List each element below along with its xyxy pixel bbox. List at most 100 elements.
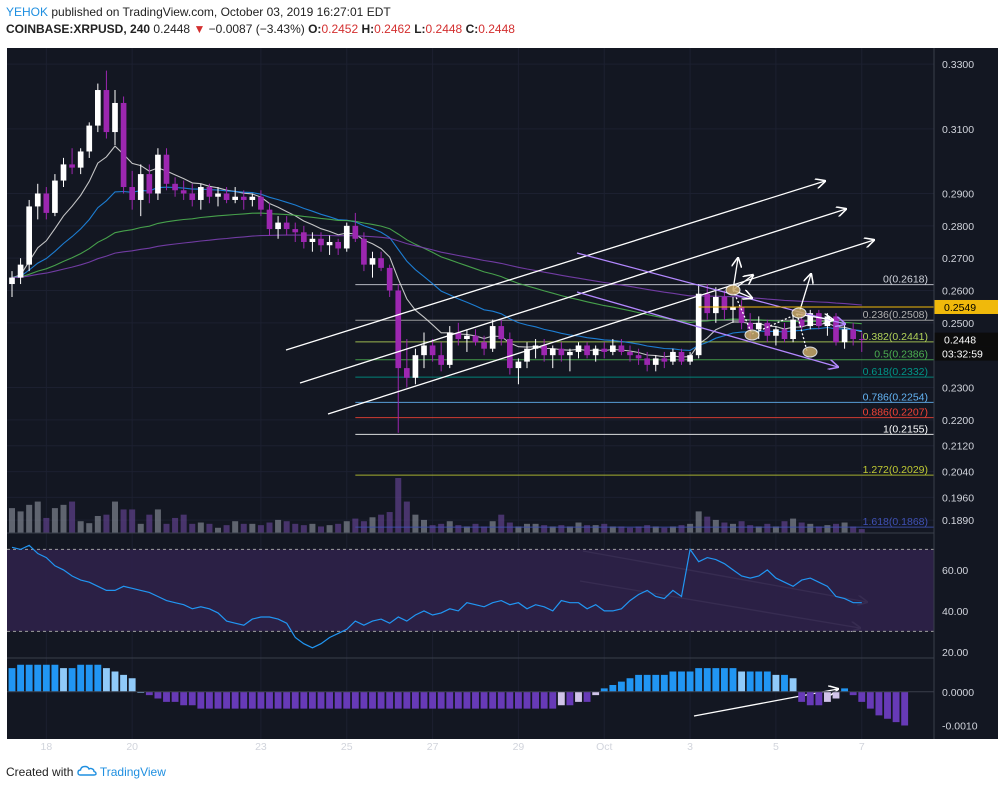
symbol-label[interactable]: COINBASE:XRPUSD, 240 xyxy=(6,22,151,36)
candle-body[interactable] xyxy=(52,180,58,213)
candle-body[interactable] xyxy=(635,355,642,359)
candle-body[interactable] xyxy=(301,232,307,242)
candle-body[interactable] xyxy=(26,206,32,265)
candle-body[interactable] xyxy=(781,329,788,339)
candle-body[interactable] xyxy=(69,164,75,168)
candle-body[interactable] xyxy=(343,225,350,249)
candle-body[interactable] xyxy=(816,313,822,327)
candle-body[interactable] xyxy=(95,90,101,126)
candle-body[interactable] xyxy=(412,355,419,378)
target-marker[interactable] xyxy=(744,329,760,341)
candle-body[interactable] xyxy=(232,196,238,200)
candle-body[interactable] xyxy=(850,329,856,339)
candle-body[interactable] xyxy=(721,296,728,310)
ascending-channel-middle[interactable] xyxy=(299,209,846,384)
candle-body[interactable] xyxy=(652,358,659,365)
candle-body[interactable] xyxy=(541,345,547,356)
candle-body[interactable] xyxy=(824,316,831,327)
candle-body[interactable] xyxy=(515,361,522,369)
target-marker[interactable] xyxy=(725,284,741,296)
candle-body[interactable] xyxy=(713,296,719,314)
candle-body[interactable] xyxy=(601,348,608,352)
candle-body[interactable] xyxy=(43,193,50,213)
candle-body[interactable] xyxy=(429,345,436,356)
candle-body[interactable] xyxy=(386,267,393,291)
candle-body[interactable] xyxy=(198,187,204,200)
candle-body[interactable] xyxy=(34,193,41,207)
candle-body[interactable] xyxy=(335,242,341,249)
candle-body[interactable] xyxy=(755,322,762,330)
candle-body[interactable] xyxy=(369,258,376,265)
candle-body[interactable] xyxy=(180,190,187,194)
projection-dotted-2[interactable] xyxy=(751,313,798,335)
candle-body[interactable] xyxy=(404,368,410,378)
candle-body[interactable] xyxy=(163,154,170,184)
candle-body[interactable] xyxy=(215,193,221,197)
candle-body[interactable] xyxy=(841,329,848,343)
candle-body[interactable] xyxy=(773,329,779,336)
candle-body[interactable] xyxy=(112,102,118,133)
candle-body[interactable] xyxy=(790,319,796,339)
descending-channel-lower[interactable] xyxy=(576,291,838,367)
candle-body[interactable] xyxy=(258,196,264,210)
candle-body[interactable] xyxy=(532,345,539,349)
target-marker[interactable] xyxy=(791,307,807,319)
candle-body[interactable] xyxy=(120,102,127,188)
candle-body[interactable] xyxy=(189,193,196,200)
candle-body[interactable] xyxy=(103,90,110,133)
candle-body[interactable] xyxy=(438,355,444,365)
candle-body[interactable] xyxy=(627,351,633,356)
candles[interactable] xyxy=(9,70,865,433)
candle-body[interactable] xyxy=(592,348,599,356)
candle-body[interactable] xyxy=(695,293,702,356)
candle-body[interactable] xyxy=(833,316,839,343)
candle-body[interactable] xyxy=(738,306,745,323)
candle-body[interactable] xyxy=(549,348,556,356)
candle-body[interactable] xyxy=(223,193,230,200)
candle-body[interactable] xyxy=(266,209,273,230)
candle-body[interactable] xyxy=(472,335,479,343)
candle-body[interactable] xyxy=(318,238,324,246)
candle-body[interactable] xyxy=(481,342,487,349)
publisher-name[interactable]: YEHOK xyxy=(6,5,49,19)
candle-body[interactable] xyxy=(17,264,24,278)
candle-body[interactable] xyxy=(249,196,256,200)
candle-body[interactable] xyxy=(326,242,333,246)
candle-body[interactable] xyxy=(292,229,299,233)
candle-body[interactable] xyxy=(86,125,93,152)
ascending-channel-upper[interactable] xyxy=(285,181,825,351)
candle-body[interactable] xyxy=(575,345,582,352)
candle-body[interactable] xyxy=(498,326,505,339)
candle-body[interactable] xyxy=(747,322,753,330)
candle-body[interactable] xyxy=(798,319,805,327)
candle-body[interactable] xyxy=(464,335,470,339)
target-marker[interactable] xyxy=(802,346,818,358)
tradingview-cloud-icon[interactable] xyxy=(77,765,97,777)
candle-body[interactable] xyxy=(704,293,711,314)
candle-body[interactable] xyxy=(507,339,513,369)
candle-body[interactable] xyxy=(275,222,281,230)
candle-body[interactable] xyxy=(807,313,814,327)
candle-body[interactable] xyxy=(421,345,427,356)
candle-body[interactable] xyxy=(172,183,178,191)
candle-body[interactable] xyxy=(678,351,685,362)
candle-body[interactable] xyxy=(9,277,15,285)
candle-body[interactable] xyxy=(489,326,496,349)
candle-body[interactable] xyxy=(687,355,693,362)
candle-body[interactable] xyxy=(378,258,384,268)
candle-body[interactable] xyxy=(644,358,650,365)
candle-body[interactable] xyxy=(129,187,135,200)
projection-arrow-up-3[interactable] xyxy=(799,274,811,311)
candle-body[interactable] xyxy=(352,225,359,239)
candle-body[interactable] xyxy=(558,348,565,356)
candle-body[interactable] xyxy=(618,345,625,352)
candle-body[interactable] xyxy=(60,164,67,181)
candle-body[interactable] xyxy=(446,332,453,365)
tradingview-link[interactable]: TradingView xyxy=(99,765,166,779)
candle-body[interactable] xyxy=(137,174,144,200)
candle-body[interactable] xyxy=(610,345,616,352)
candle-body[interactable] xyxy=(730,306,736,310)
candle-body[interactable] xyxy=(240,196,247,200)
candle-body[interactable] xyxy=(77,151,84,168)
candle-body[interactable] xyxy=(155,154,161,194)
